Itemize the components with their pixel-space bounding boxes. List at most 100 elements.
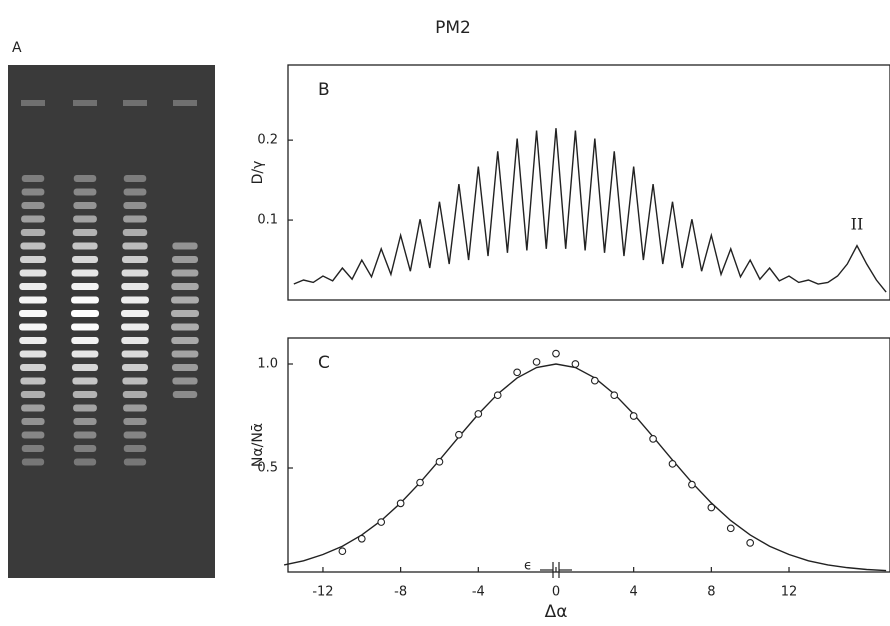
- gel-band: [123, 458, 147, 466]
- figure-title: PM2: [435, 18, 471, 38]
- data-point: [610, 391, 619, 400]
- x-tick-label: -12: [312, 585, 333, 600]
- gel-band: [122, 242, 148, 250]
- gel-band: [72, 391, 98, 398]
- gel-band: [71, 337, 99, 344]
- x-tick-label: 0: [552, 585, 560, 600]
- y-axis-label: Nα/Nᾱ: [250, 423, 266, 467]
- data-point: [357, 534, 366, 543]
- data-point: [688, 480, 696, 489]
- y-tick-label: 1.0: [257, 357, 278, 372]
- gel-band: [71, 310, 99, 317]
- gel: [8, 65, 215, 578]
- gel-band: [72, 242, 98, 250]
- data-point: [338, 547, 347, 556]
- gel-band: [21, 418, 45, 425]
- data-point: [377, 518, 386, 526]
- gel-band: [21, 100, 45, 106]
- gel-band: [121, 350, 149, 358]
- gel-band: [123, 404, 147, 412]
- gel-band: [171, 283, 199, 290]
- gel-band: [19, 323, 47, 331]
- gel-band: [71, 364, 99, 371]
- y-tick-label: 0.1: [257, 213, 278, 228]
- gel-band: [73, 175, 97, 182]
- gel-band: [172, 242, 198, 250]
- gel-band: [19, 269, 47, 277]
- gel-band: [21, 445, 45, 452]
- y-axis-label: D/γ: [250, 161, 266, 185]
- panel-c-frame: [287, 337, 890, 573]
- y-tick-label: 0.5: [257, 461, 278, 476]
- gel-band: [71, 350, 99, 358]
- data-point: [396, 499, 405, 508]
- gel-band: [71, 269, 99, 277]
- gel-band: [123, 215, 147, 223]
- gel-band: [71, 323, 99, 331]
- data-point: [649, 435, 657, 443]
- gel-band: [21, 215, 45, 223]
- data-point: [746, 539, 755, 547]
- gel-band: [19, 350, 47, 358]
- gel-band: [171, 350, 199, 358]
- gel-band: [21, 431, 45, 439]
- gel-band: [171, 296, 199, 304]
- data-point: [668, 459, 677, 468]
- gel-band: [172, 391, 198, 398]
- gel-band: [173, 100, 197, 106]
- gel-band: [123, 202, 147, 209]
- gel-band: [71, 296, 99, 304]
- gel-band: [20, 377, 46, 385]
- x-tick-label: -4: [472, 585, 485, 600]
- x-tick-label: -8: [394, 585, 407, 600]
- gel-band: [171, 364, 199, 371]
- gel-band: [21, 188, 45, 196]
- gel-band: [71, 283, 99, 290]
- gel-band: [21, 404, 45, 412]
- data-point: [726, 524, 735, 533]
- gel-band: [20, 391, 46, 398]
- data-point: [629, 412, 638, 420]
- gel-band: [123, 188, 147, 196]
- gel-band: [122, 377, 148, 385]
- gel-band: [73, 188, 97, 196]
- gel-band: [121, 269, 149, 277]
- data-point: [474, 410, 483, 418]
- gel-band: [21, 175, 45, 182]
- gel-band: [121, 310, 149, 317]
- gel-band: [123, 431, 147, 439]
- x-tick-label: 4: [630, 585, 638, 600]
- gel-band: [122, 391, 148, 398]
- data-point: [590, 376, 599, 385]
- gel-band: [72, 377, 98, 385]
- gel-band: [73, 202, 97, 209]
- gel-band: [123, 445, 147, 452]
- gel-band: [123, 418, 147, 425]
- gel-band: [121, 364, 149, 371]
- x-tick-label: 8: [707, 585, 715, 600]
- gel-band: [171, 323, 199, 331]
- panel-label: B: [318, 80, 330, 100]
- epsilon-label: ϵ: [524, 559, 532, 574]
- data-point: [571, 360, 580, 368]
- data-point: [552, 349, 560, 358]
- x-axis-label: Δα: [545, 602, 568, 622]
- data-point: [513, 368, 521, 377]
- fit-curve: [283, 363, 887, 572]
- panel-b-frame: [287, 64, 890, 301]
- gel-band: [171, 337, 199, 344]
- data-point: [416, 478, 424, 487]
- gel-band: [73, 215, 97, 223]
- gel-band: [121, 283, 149, 290]
- gel-band: [171, 256, 199, 263]
- gel-band: [123, 100, 147, 106]
- gel-band: [19, 296, 47, 304]
- gel-band: [21, 458, 45, 466]
- peak-annotation: II: [851, 215, 864, 234]
- gel-band: [19, 337, 47, 344]
- gel-band: [171, 269, 199, 277]
- panel-label: A: [12, 40, 22, 56]
- gel-band: [123, 175, 147, 182]
- gel-band: [19, 256, 47, 263]
- gel-band: [122, 229, 148, 236]
